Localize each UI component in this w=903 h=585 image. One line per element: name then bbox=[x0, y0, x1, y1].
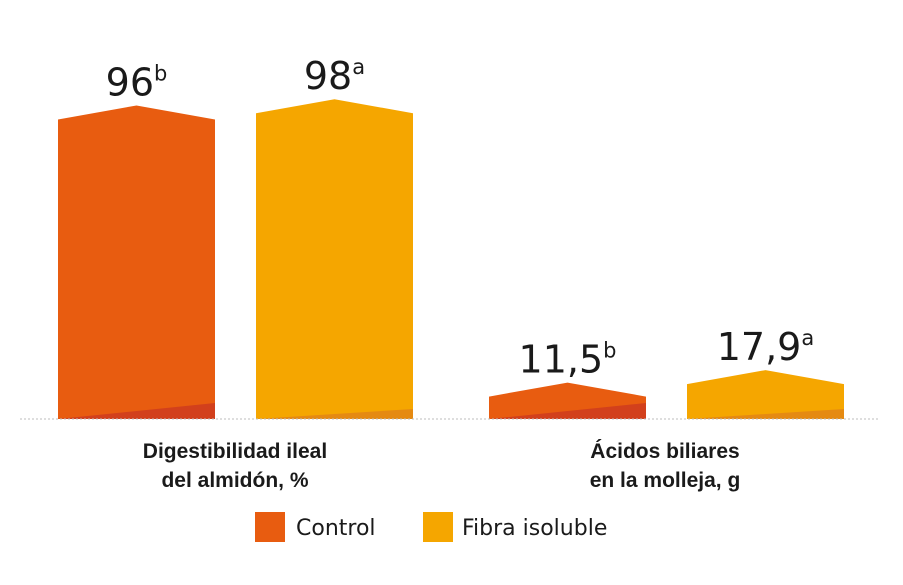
data-label: 96b bbox=[106, 60, 168, 104]
category-label: del almidón, % bbox=[161, 469, 308, 492]
bar-shadow bbox=[687, 409, 844, 419]
category-label: Digestibilidad ileal bbox=[143, 440, 327, 463]
bar bbox=[58, 105, 215, 419]
category-label: Ácidos biliares bbox=[590, 440, 739, 463]
legend-swatch-control bbox=[255, 512, 285, 542]
legend-label-control: Control bbox=[296, 516, 376, 541]
bar bbox=[256, 99, 413, 420]
category-label: en la molleja, g bbox=[590, 469, 741, 492]
bar bbox=[687, 370, 844, 419]
data-label: 11,5b bbox=[519, 338, 617, 382]
bar-shadow bbox=[489, 403, 646, 419]
value-labels: 96b 11,5b 98a 17,9a bbox=[106, 54, 815, 381]
bar-shadow bbox=[256, 409, 413, 419]
legend-swatch-fibra bbox=[423, 512, 453, 542]
legend-label-fibra: Fibra isoluble bbox=[462, 516, 607, 541]
bars bbox=[58, 99, 844, 420]
bar-shadow bbox=[58, 403, 215, 419]
legend: Control Fibra isoluble bbox=[255, 512, 607, 542]
data-label: 17,9a bbox=[717, 325, 814, 369]
data-label: 98a bbox=[304, 54, 365, 98]
